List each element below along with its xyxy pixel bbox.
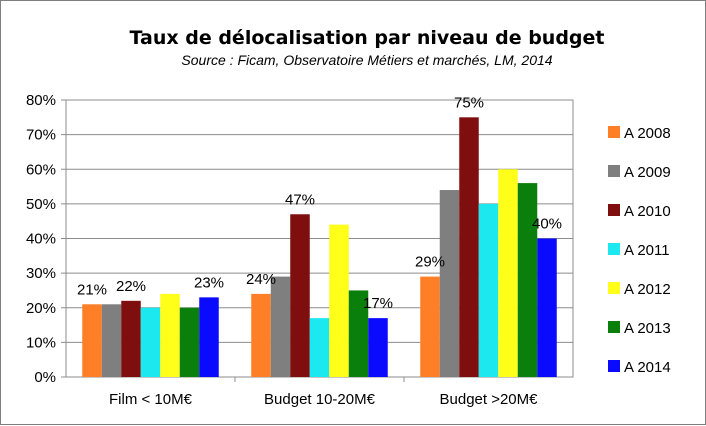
bar [459, 117, 479, 377]
bar [251, 293, 271, 377]
bar [329, 224, 349, 377]
data-label: 23% [194, 274, 224, 291]
data-label: 47% [285, 191, 315, 208]
bar [309, 318, 330, 377]
legend-swatch [608, 360, 620, 372]
bar [517, 183, 538, 377]
bar [82, 304, 102, 377]
y-tick-label: 80% [26, 92, 56, 109]
bar [498, 169, 518, 377]
legend-swatch [608, 204, 620, 216]
y-tick-label: 20% [26, 300, 56, 317]
legend-label: A 2013 [624, 320, 671, 337]
legend-label: A 2011 [624, 242, 670, 259]
bar [179, 307, 200, 377]
legend-swatch [608, 321, 620, 333]
x-tick-label: Budget 10-20M€ [264, 391, 376, 408]
bar [478, 203, 499, 377]
bar [290, 214, 310, 377]
data-label: 17% [363, 295, 393, 312]
y-tick-label: 50% [26, 196, 56, 213]
y-tick-label: 40% [26, 231, 56, 248]
data-label: 21% [77, 281, 107, 298]
data-label: 75% [454, 94, 484, 111]
legend-label: A 2008 [624, 125, 671, 142]
bar [101, 304, 122, 377]
legend-label: A 2014 [624, 359, 671, 376]
y-tick-label: 70% [26, 127, 56, 144]
legend-label: A 2012 [624, 281, 671, 298]
y-tick-label: 30% [26, 265, 56, 282]
legend-swatch [608, 126, 620, 138]
legend-label: A 2010 [624, 203, 671, 220]
bar [537, 238, 557, 377]
y-tick-label: 60% [26, 161, 56, 178]
x-tick-label: Film < 10M€ [109, 391, 193, 408]
bar [121, 300, 141, 377]
legend-swatch [608, 165, 620, 177]
data-label: 24% [246, 271, 276, 288]
bar [348, 290, 369, 377]
data-label: 22% [116, 278, 146, 295]
bar [368, 318, 388, 377]
bar [199, 297, 219, 377]
legend-swatch [608, 243, 620, 255]
bar [160, 293, 180, 377]
bar [420, 276, 440, 377]
data-label: 29% [415, 254, 445, 271]
bar [140, 307, 161, 377]
bar [439, 190, 460, 377]
chart-subtitle: Source : Ficam, Observatoire Métiers et … [181, 52, 553, 68]
data-label: 40% [532, 216, 562, 233]
chart-title: Taux de délocalisation par niveau de bud… [129, 27, 605, 49]
bar [270, 276, 291, 377]
y-tick-label: 10% [26, 334, 56, 351]
legend-label: A 2009 [624, 164, 671, 181]
legend-swatch [608, 282, 620, 294]
x-tick-label: Budget >20M€ [440, 391, 539, 408]
y-tick-label: 0% [34, 369, 56, 386]
